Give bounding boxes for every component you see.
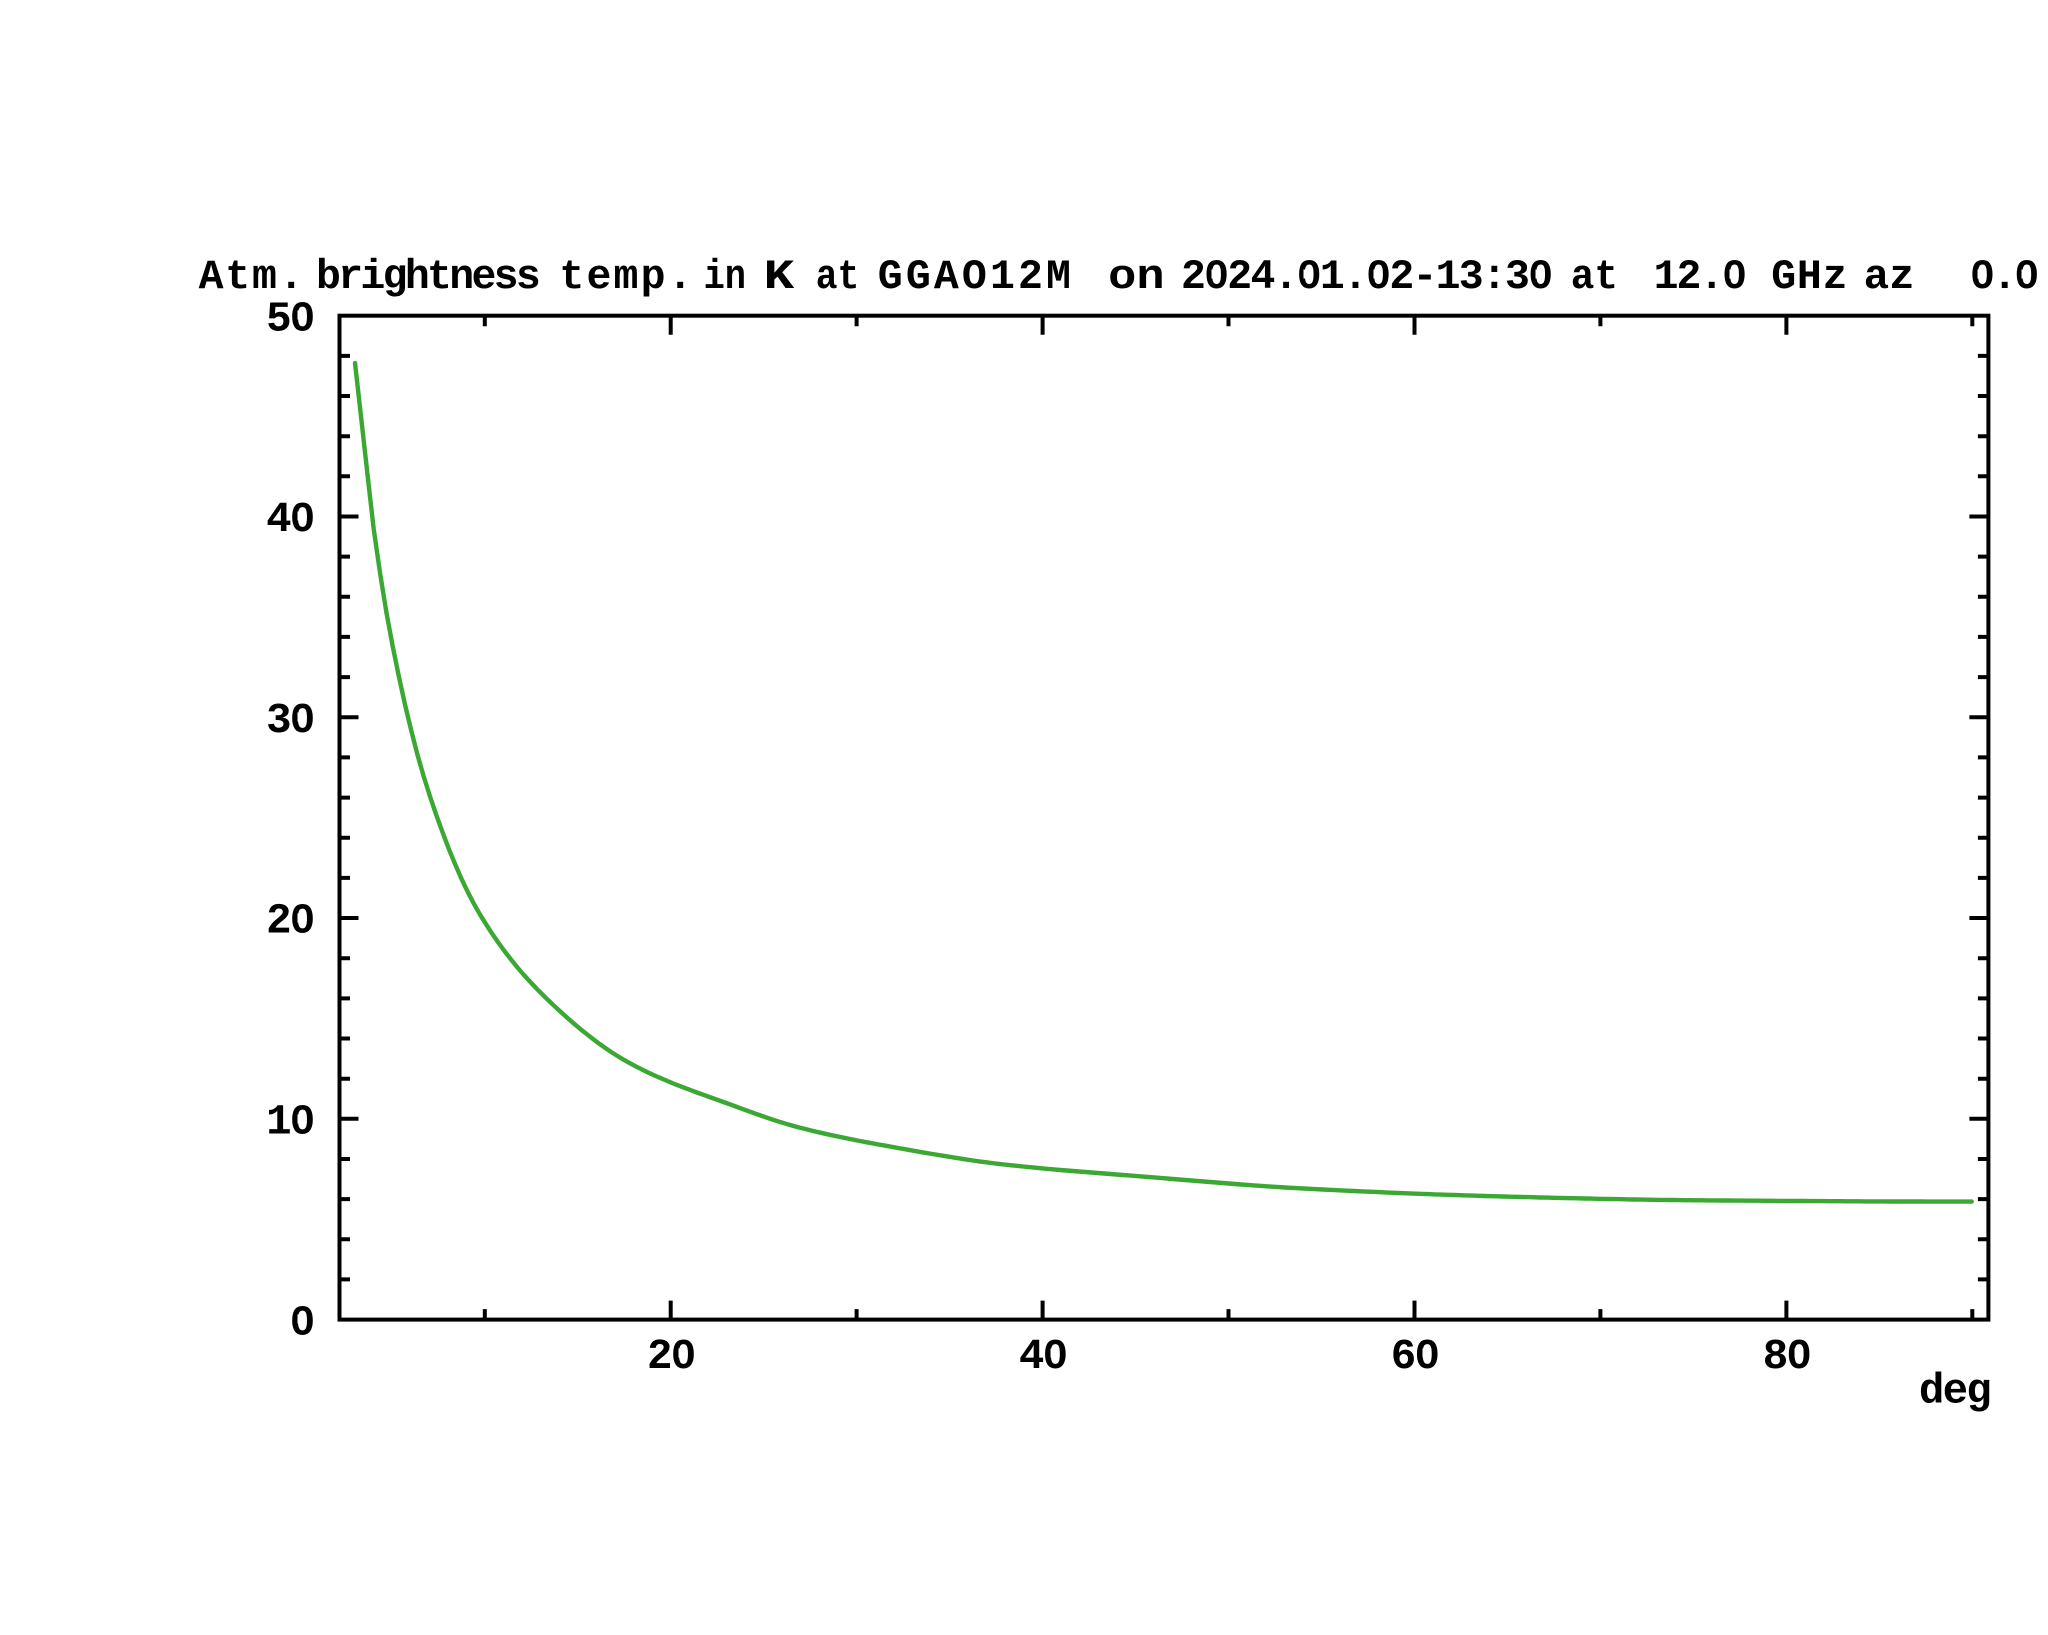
svg-text:80: 80 <box>1763 1333 1811 1381</box>
svg-text:10: 10 <box>266 1099 314 1147</box>
svg-text:GHz: GHz <box>1771 254 1847 301</box>
svg-text:20: 20 <box>647 1333 695 1381</box>
svg-text:30: 30 <box>266 697 314 745</box>
svg-text:on: on <box>1108 254 1164 301</box>
svg-text:Atm.: Atm. <box>199 254 304 301</box>
svg-text:brightness: brightness <box>316 254 541 301</box>
svg-text:50: 50 <box>266 295 314 343</box>
svg-text:2024.01.02-13:30: 2024.01.02-13:30 <box>1181 254 1553 301</box>
svg-text:40: 40 <box>1019 1333 1067 1381</box>
svg-text:temp.: temp. <box>559 254 692 301</box>
svg-text:in: in <box>704 254 746 301</box>
svg-text:deg: deg <box>1919 1368 1990 1416</box>
svg-text:GGAO12M: GGAO12M <box>878 254 1071 301</box>
svg-text:at: at <box>1571 254 1618 301</box>
svg-text:at: at <box>816 254 860 301</box>
svg-text:40: 40 <box>266 496 314 544</box>
svg-text:az: az <box>1864 254 1915 301</box>
svg-text:20: 20 <box>266 898 314 946</box>
svg-text:K: K <box>764 254 795 301</box>
svg-text:60: 60 <box>1391 1333 1439 1381</box>
